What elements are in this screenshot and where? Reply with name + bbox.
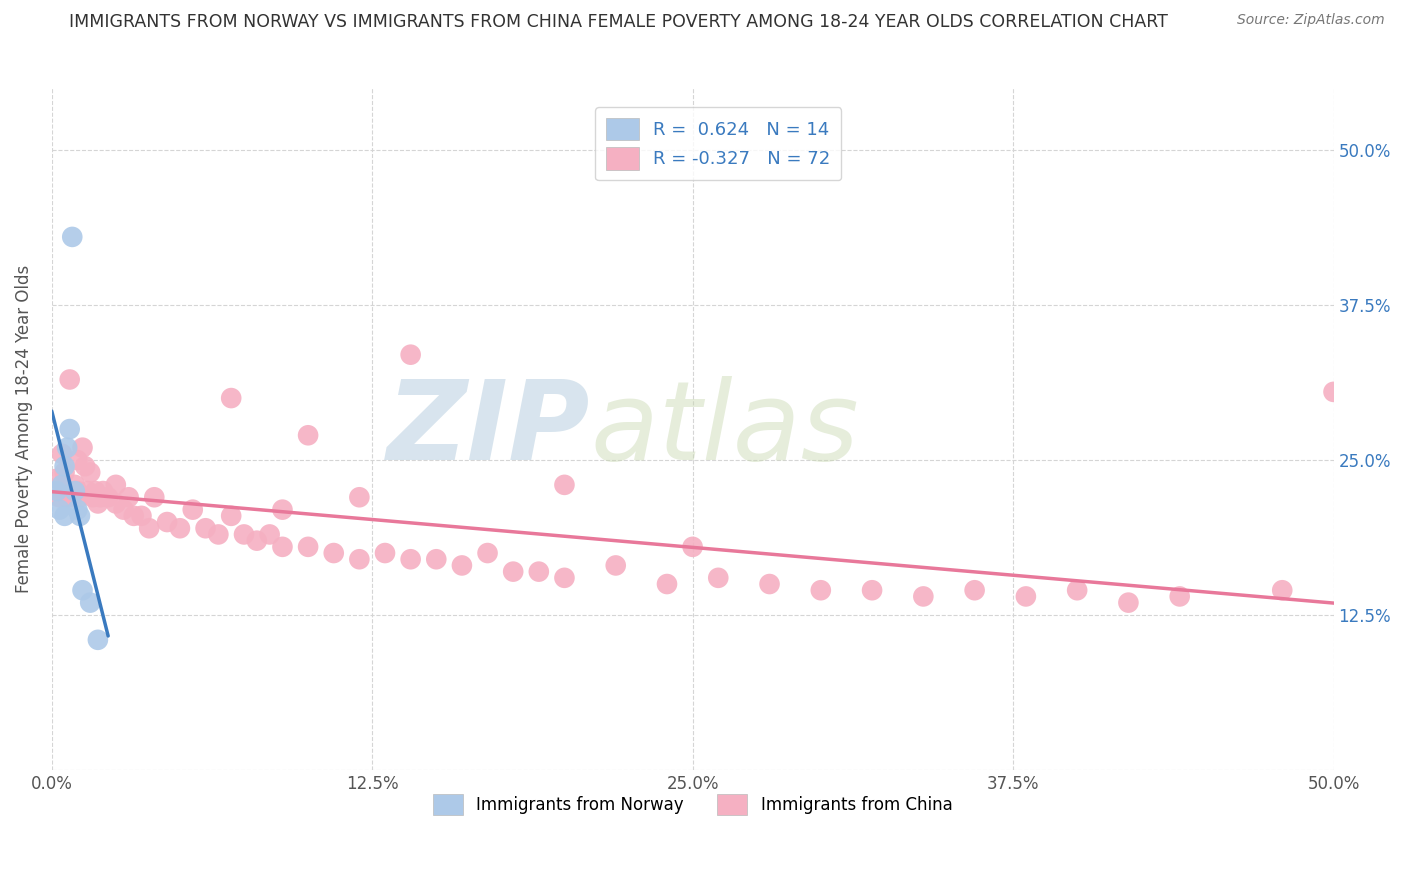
Point <box>53 459 76 474</box>
Point <box>207 527 229 541</box>
Point <box>91 484 114 499</box>
Point <box>349 552 371 566</box>
Point <box>75 459 97 474</box>
Point <box>143 490 166 504</box>
Point <box>48 490 70 504</box>
Point <box>297 428 319 442</box>
Point <box>82 490 104 504</box>
Point <box>51 447 73 461</box>
Point <box>63 478 86 492</box>
Point <box>104 478 127 492</box>
Point <box>605 558 627 573</box>
Point <box>758 577 780 591</box>
Point <box>1118 596 1140 610</box>
Point <box>502 565 524 579</box>
Text: ZIP: ZIP <box>387 376 591 483</box>
Point <box>194 521 217 535</box>
Point <box>156 515 179 529</box>
Point <box>682 540 704 554</box>
Y-axis label: Female Poverty Among 18-24 Year Olds: Female Poverty Among 18-24 Year Olds <box>15 265 32 593</box>
Point <box>259 527 281 541</box>
Point <box>69 508 91 523</box>
Point <box>97 490 120 504</box>
Point <box>374 546 396 560</box>
Point <box>349 490 371 504</box>
Point <box>53 466 76 480</box>
Point <box>399 348 422 362</box>
Point <box>271 540 294 554</box>
Point <box>72 583 94 598</box>
Point <box>219 391 242 405</box>
Point <box>60 230 83 244</box>
Point <box>122 508 145 523</box>
Point <box>63 484 86 499</box>
Point <box>1271 583 1294 598</box>
Point <box>56 490 79 504</box>
Point <box>553 478 575 492</box>
Point <box>87 632 110 647</box>
Point <box>56 441 79 455</box>
Text: Source: ZipAtlas.com: Source: ZipAtlas.com <box>1237 13 1385 28</box>
Point <box>707 571 730 585</box>
Point <box>53 508 76 523</box>
Point <box>45 472 67 486</box>
Point <box>131 508 153 523</box>
Point <box>425 552 447 566</box>
Point <box>138 521 160 535</box>
Point <box>297 540 319 554</box>
Text: IMMIGRANTS FROM NORWAY VS IMMIGRANTS FROM CHINA FEMALE POVERTY AMONG 18-24 YEAR : IMMIGRANTS FROM NORWAY VS IMMIGRANTS FRO… <box>69 13 1168 31</box>
Legend: Immigrants from Norway, Immigrants from China: Immigrants from Norway, Immigrants from … <box>425 786 960 823</box>
Point <box>79 466 101 480</box>
Point <box>1322 384 1344 399</box>
Point <box>477 546 499 560</box>
Point <box>45 484 67 499</box>
Text: atlas: atlas <box>591 376 859 483</box>
Point <box>527 565 550 579</box>
Point <box>48 502 70 516</box>
Point <box>553 571 575 585</box>
Point <box>963 583 986 598</box>
Point <box>1015 590 1038 604</box>
Point <box>51 478 73 492</box>
Point <box>69 490 91 504</box>
Point <box>59 372 82 386</box>
Point <box>451 558 474 573</box>
Point <box>76 484 98 499</box>
Point <box>72 441 94 455</box>
Point <box>233 527 256 541</box>
Point <box>53 484 76 499</box>
Point <box>104 496 127 510</box>
Point <box>399 552 422 566</box>
Point <box>860 583 883 598</box>
Point <box>1168 590 1191 604</box>
Point <box>271 502 294 516</box>
Point <box>810 583 832 598</box>
Point <box>118 490 141 504</box>
Point <box>89 490 111 504</box>
Point <box>60 490 83 504</box>
Point <box>66 484 89 499</box>
Point <box>66 502 89 516</box>
Point <box>655 577 678 591</box>
Point <box>181 502 204 516</box>
Point <box>66 453 89 467</box>
Point <box>87 496 110 510</box>
Point <box>219 508 242 523</box>
Point <box>246 533 269 548</box>
Point <box>169 521 191 535</box>
Point <box>84 484 107 499</box>
Point <box>59 422 82 436</box>
Point <box>79 596 101 610</box>
Point <box>912 590 935 604</box>
Point <box>322 546 344 560</box>
Point <box>112 502 135 516</box>
Point <box>1066 583 1088 598</box>
